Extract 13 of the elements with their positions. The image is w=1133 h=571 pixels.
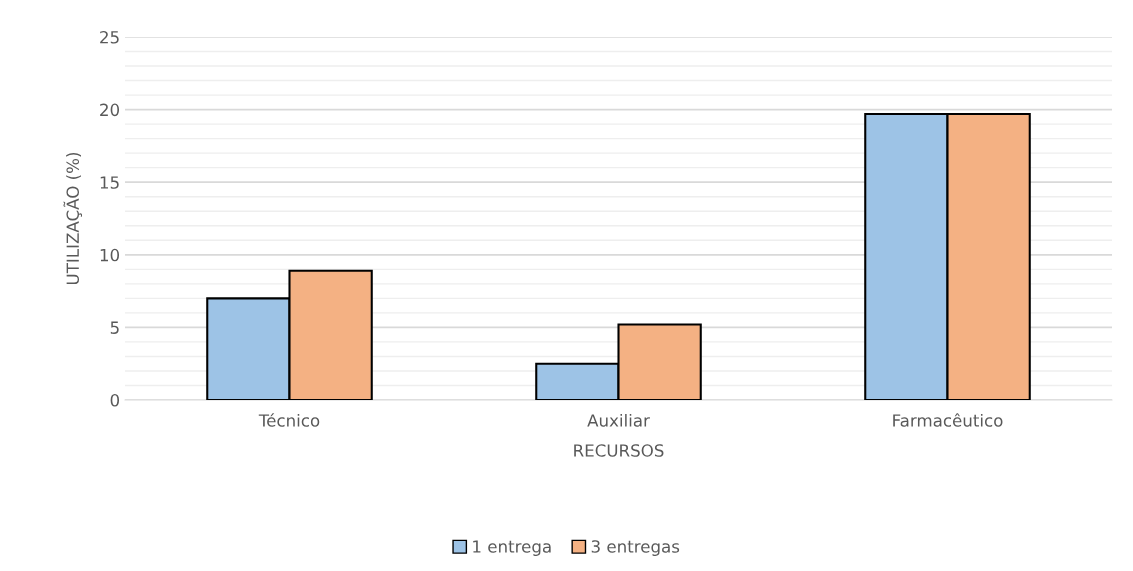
y-tick-label: 5 xyxy=(110,321,119,334)
y-tick-label: 20 xyxy=(100,103,120,117)
y-tick-label: 0 xyxy=(110,393,120,407)
y-tick-label: 10 xyxy=(100,248,120,262)
legend-label: 3 entregas xyxy=(591,540,680,556)
x-tick-label: Técnico xyxy=(258,413,320,427)
x-axis-title: RECURSOS xyxy=(574,444,664,457)
legend-label: 1 entrega xyxy=(473,540,551,556)
x-tick-label: Auxiliar xyxy=(587,413,650,427)
x-tick-label: Farmacêutico xyxy=(893,413,1003,427)
y-tick-label: 15 xyxy=(100,176,119,189)
y-axis-title: UTILIZAÇÃO (%) xyxy=(63,152,83,285)
y-tick-label: 25 xyxy=(100,30,119,44)
